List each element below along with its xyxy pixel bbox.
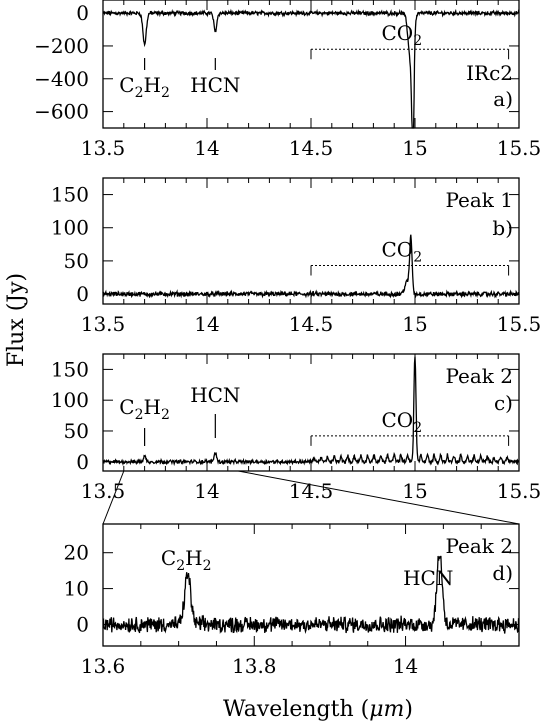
x-axis-label: Wavelength (μm) — [223, 697, 413, 722]
panel-a-molecule-label: C2H2 — [119, 73, 170, 101]
panel-a-frame — [102, 0, 520, 129]
panel-c-xtick-label: 14 — [194, 479, 219, 503]
panel-d-xtick-label: 13.6 — [81, 654, 126, 678]
panel-a-xtick-label: 13.5 — [81, 136, 126, 160]
panel-c-ytick-label: 0 — [76, 450, 89, 474]
panel-c-molecule-label: C2H2 — [119, 395, 170, 423]
panel-c-ytick-label: 50 — [64, 419, 89, 443]
panel-d-panel-letter: d) — [492, 561, 513, 585]
panel-c-ytick-label: 150 — [51, 357, 89, 381]
panel-b-ytick-label: 150 — [51, 183, 89, 207]
panel-a-source-label: IRc2 — [466, 61, 513, 85]
panel-b-xtick-label: 14 — [194, 312, 219, 336]
panel-d-xtick-label: 14 — [393, 654, 418, 678]
y-axis-label: Flux (Jy) — [4, 273, 29, 367]
panel-a-ytick-label: −200 — [34, 34, 89, 58]
panel-c-co2-label: CO2 — [381, 408, 422, 436]
panel-c-xtick-label: 14.5 — [289, 479, 334, 503]
panel-a-ytick-label: −400 — [34, 67, 89, 91]
panel-a-co2-label: CO2 — [381, 21, 422, 49]
panel-b-xtick-label: 14.5 — [289, 312, 334, 336]
panel-d-ytick-label: 10 — [64, 577, 89, 601]
panel-d-molecule-label: C2H2 — [161, 546, 212, 574]
panel-c-panel-letter: c) — [494, 391, 513, 415]
panel-b-xtick-label: 13.5 — [81, 312, 126, 336]
panel-a-xtick-label: 15.5 — [497, 136, 542, 160]
panel-d-molecule-label: HCN — [403, 566, 453, 590]
panel-d-ytick-label: 0 — [76, 612, 89, 636]
panel-b-co2-label: CO2 — [381, 238, 422, 266]
panel-a-ytick-label: −600 — [34, 100, 89, 124]
panel-c-molecule-label: HCN — [190, 383, 240, 407]
panel-d-frame — [102, 523, 520, 647]
panel-d-xtick-label: 13.8 — [232, 654, 277, 678]
panel-b-xtick-label: 15.5 — [497, 312, 542, 336]
panel-b-spectrum-line — [102, 234, 520, 299]
panel-a-xtick-label: 14 — [194, 136, 219, 160]
zoom-connector-right — [238, 470, 520, 525]
panel-d-spectrum-line — [102, 555, 520, 635]
panel-a-panel-letter: a) — [493, 87, 513, 111]
panel-d-source-label: Peak 2 — [445, 534, 513, 558]
panel-a-xtick-label: 15 — [402, 136, 427, 160]
panel-c-spectrum-line — [102, 356, 520, 467]
panel-c-source-label: Peak 2 — [445, 364, 513, 388]
panel-a-xtick-label: 14.5 — [289, 136, 334, 160]
panel-b-ytick-label: 50 — [64, 249, 89, 273]
panel-a-spectrum-line — [102, 8, 520, 129]
panel-c-xtick-label: 13.5 — [81, 479, 126, 503]
panel-b-xtick-label: 15 — [402, 312, 427, 336]
panel-a-ytick-label: 0 — [76, 1, 89, 25]
panel-b-source-label: Peak 1 — [445, 188, 513, 212]
panel-c-xtick-label: 15 — [402, 479, 427, 503]
zoom-connector-left — [102, 470, 125, 525]
panel-c-ytick-label: 100 — [51, 388, 89, 412]
panel-d-ytick-label: 20 — [64, 541, 89, 565]
panel-b-ytick-label: 100 — [51, 216, 89, 240]
panel-b-panel-letter: b) — [492, 216, 513, 240]
panel-b-ytick-label: 0 — [76, 282, 89, 306]
panel-c-xtick-label: 15.5 — [497, 479, 542, 503]
panel-a-molecule-label: HCN — [190, 73, 240, 97]
